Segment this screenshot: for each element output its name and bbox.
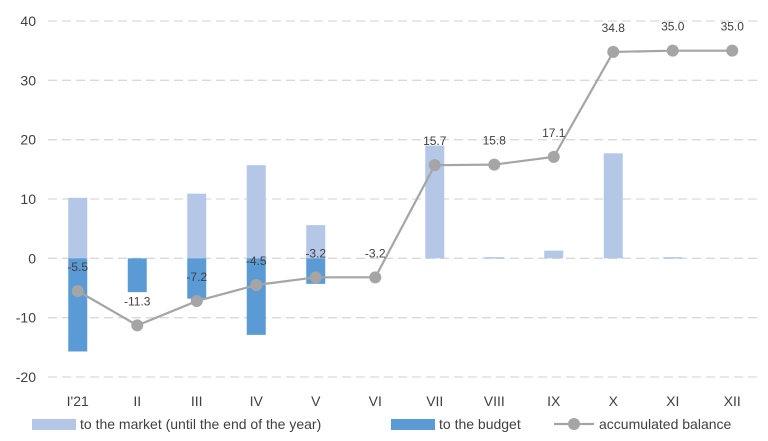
x-tick-label: VI bbox=[369, 393, 382, 409]
legend-label-to-market: to the market (until the end of the year… bbox=[80, 416, 321, 432]
x-tick-label: XI bbox=[666, 393, 679, 409]
legend-swatch-to-market bbox=[32, 419, 76, 430]
data-label: -4.5 bbox=[246, 254, 267, 268]
x-tick-label: I'21 bbox=[67, 393, 89, 409]
y-tick-label: 30 bbox=[20, 72, 36, 88]
x-tick-label: XII bbox=[724, 393, 741, 409]
balance-point bbox=[666, 44, 679, 57]
data-label: 35.0 bbox=[661, 20, 685, 34]
x-tick-label: V bbox=[311, 393, 321, 409]
y-tick-label: -20 bbox=[16, 369, 36, 385]
balance-point bbox=[488, 158, 501, 171]
bar-to-market bbox=[68, 197, 88, 259]
x-tick-label: IX bbox=[547, 393, 561, 409]
y-tick-label: 40 bbox=[20, 13, 36, 29]
bar-to-market bbox=[544, 250, 564, 259]
balance-point bbox=[607, 45, 620, 58]
legend-marker-balance bbox=[568, 418, 580, 430]
legend-swatch-to-budget bbox=[391, 419, 435, 430]
bar-to-market bbox=[187, 193, 207, 259]
x-tick-label: X bbox=[609, 393, 619, 409]
x-tick-label: VII bbox=[426, 393, 443, 409]
balance-line bbox=[77, 49, 733, 327]
balance-point bbox=[190, 295, 203, 308]
bar-to-market bbox=[663, 257, 683, 259]
data-label: -3.2 bbox=[305, 246, 326, 260]
data-label: -5.5 bbox=[67, 260, 88, 274]
bar-to-market bbox=[246, 165, 266, 259]
y-tick-label: 20 bbox=[20, 132, 36, 148]
bar-to-budget bbox=[246, 258, 266, 335]
balance-point bbox=[309, 271, 322, 284]
bar-to-market bbox=[603, 153, 623, 259]
data-label: 34.8 bbox=[602, 21, 626, 35]
y-tick-label: 10 bbox=[20, 191, 36, 207]
bar-to-market bbox=[484, 257, 504, 259]
data-label: 15.7 bbox=[423, 134, 447, 148]
balance-point bbox=[250, 279, 263, 292]
balance-point bbox=[369, 271, 382, 284]
y-tick-label: 0 bbox=[28, 250, 36, 266]
bar-to-budget bbox=[68, 258, 88, 352]
data-label: 35.0 bbox=[721, 20, 745, 34]
data-label: -11.3 bbox=[124, 294, 151, 308]
y-tick-label: -10 bbox=[16, 310, 36, 326]
x-tick-label: IV bbox=[250, 393, 264, 409]
balance-point bbox=[71, 284, 84, 297]
bar-to-budget bbox=[187, 258, 207, 299]
x-tick-label: VIII bbox=[484, 393, 505, 409]
data-label: 17.1 bbox=[542, 126, 566, 140]
data-label: 15.8 bbox=[483, 134, 507, 148]
x-tick-label: II bbox=[133, 393, 141, 409]
balance-point bbox=[428, 159, 441, 172]
bar-to-market bbox=[306, 225, 326, 259]
balance-point bbox=[726, 44, 739, 57]
legend-label-balance: accumulated balance bbox=[599, 416, 732, 432]
x-tick-label: III bbox=[191, 393, 203, 409]
balance-point bbox=[131, 319, 144, 332]
data-label: -7.2 bbox=[186, 270, 207, 284]
legend-label-to-budget: to the budget bbox=[439, 416, 521, 432]
balance-point bbox=[547, 150, 560, 163]
data-label: -3.2 bbox=[365, 246, 386, 260]
bar-to-budget bbox=[127, 258, 147, 293]
